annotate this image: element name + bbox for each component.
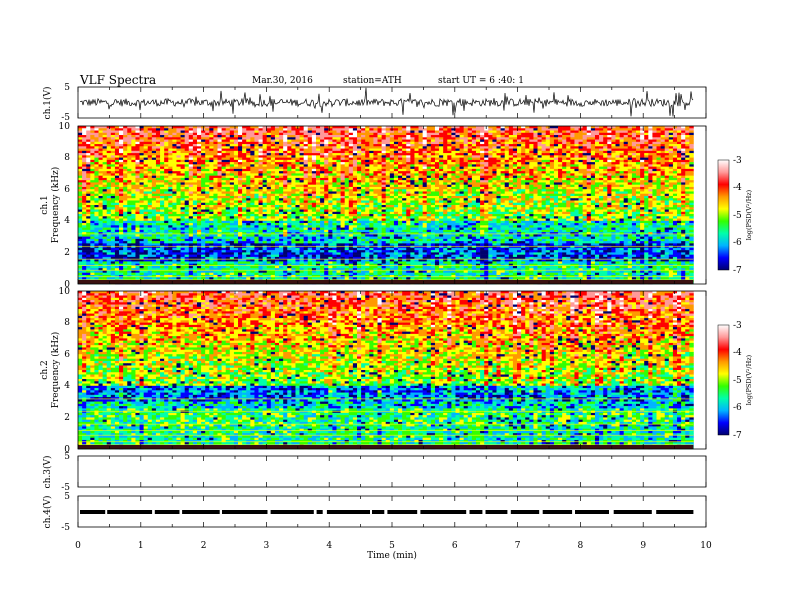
ch4-waveform-ylabel: ch.4(V)	[42, 496, 53, 529]
ch1-colorbar-label: log(PSD(V²/Hz)	[745, 189, 753, 240]
ch1-frequency-ylabel: Frequency (kHz)	[50, 167, 61, 244]
time-axis-ticks	[77, 87, 707, 527]
ch2-ytick-8: 8	[64, 318, 70, 328]
ch1-spectrogram-panel: 10 8 6 4 2 0 ch.1 Frequency (kHz) -3 -4 …	[40, 122, 753, 290]
ch4-ytick-bottom: -5	[61, 523, 70, 533]
time-tick-label: 10	[700, 541, 712, 551]
ch2-frequency-ylabel: Frequency (kHz)	[50, 332, 61, 409]
time-axis-tick-labels: 0 1 2 3 4 5 6 7 8 9 10	[75, 541, 712, 551]
ch2-ytick-0: 0	[64, 445, 70, 455]
ch1-cbar-tick-m7: -7	[733, 266, 742, 276]
ch2-cbar-tick-m7: -7	[733, 431, 742, 441]
ch1-ytick-bottom: -5	[61, 113, 70, 123]
ch2-ytick-2: 2	[64, 413, 70, 423]
time-tick-label: 7	[515, 541, 521, 551]
time-tick-label: 4	[326, 541, 332, 551]
time-tick-label: 5	[389, 541, 395, 551]
ch3-waveform-panel: 5 -5 ch.3(V)	[42, 452, 707, 493]
ch1-spectrogram-yticks: 10 8 6 4 2 0	[59, 122, 71, 290]
ch1-ytick-0: 0	[64, 280, 70, 290]
ch2-ytick-10: 10	[59, 287, 71, 297]
ch2-spectrogram-yticks: 10 8 6 4 2 0	[59, 287, 71, 455]
ch2-ytick-4: 4	[64, 381, 70, 391]
time-tick-label: 1	[138, 541, 144, 551]
ch1-cbar-tick-m3: -3	[733, 156, 742, 166]
ch4-waveform-trace	[80, 510, 694, 514]
time-tick-label: 6	[452, 541, 458, 551]
ch1-channel-label: ch.1	[40, 195, 50, 214]
ch1-spectrogram-image	[78, 126, 694, 285]
ch1-ytick-6: 6	[64, 185, 70, 195]
ch1-ytick-10: 10	[59, 122, 71, 132]
ch3-ytick-bottom: -5	[61, 483, 70, 493]
ch2-cbar-tick-m3: -3	[733, 321, 742, 331]
ch1-cbar-tick-m4: -4	[733, 183, 742, 193]
time-tick-label: 0	[75, 541, 81, 551]
ch4-waveform-panel: 5 -5 ch.4(V)	[42, 492, 707, 533]
ch2-spectrogram-image	[78, 291, 694, 450]
ch1-waveform-trace	[79, 87, 694, 117]
ch2-colorbar	[717, 324, 730, 436]
ch1-waveform-ylabel: ch.1(V)	[42, 87, 53, 120]
ch2-spectrogram-panel: 10 8 6 4 2 0 ch.2 Frequency (kHz) -3 -4 …	[40, 287, 753, 455]
ch1-ytick-4: 4	[64, 216, 70, 226]
ch2-colorbar-label: log(PSD(V²/Hz)	[745, 354, 753, 405]
time-tick-label: 8	[578, 541, 584, 551]
ch4-ytick-top: 5	[64, 492, 70, 502]
time-axis-label: Time (min)	[367, 550, 417, 561]
ch1-ytick-2: 2	[64, 248, 70, 258]
time-tick-label: 2	[201, 541, 207, 551]
ch3-waveform-ylabel: ch.3(V)	[42, 456, 53, 489]
ch2-cbar-tick-m6: -6	[733, 403, 742, 413]
time-tick-label: 9	[640, 541, 646, 551]
station-label: station=ATH	[343, 76, 402, 86]
start-time-label: start UT = 6 :40: 1	[438, 76, 524, 86]
ch2-channel-label: ch.2	[40, 360, 50, 379]
ch1-colorbar	[717, 159, 730, 271]
ch1-ytick-top: 5	[64, 83, 70, 93]
ch1-cbar-tick-m6: -6	[733, 238, 742, 248]
ch1-waveform-panel: 5 -5 ch.1(V)	[42, 83, 707, 123]
time-tick-label: 3	[264, 541, 270, 551]
ch1-cbar-tick-m5: -5	[733, 211, 742, 221]
ch2-ytick-6: 6	[64, 350, 70, 360]
figure-title: VLF Spectra	[79, 73, 156, 87]
date-label: Mar.30, 2016	[252, 76, 313, 86]
ch2-cbar-tick-m4: -4	[733, 348, 742, 358]
ch2-cbar-tick-m5: -5	[733, 376, 742, 386]
ch1-ytick-8: 8	[64, 153, 70, 163]
ch3-ytick-top: 5	[64, 452, 70, 462]
